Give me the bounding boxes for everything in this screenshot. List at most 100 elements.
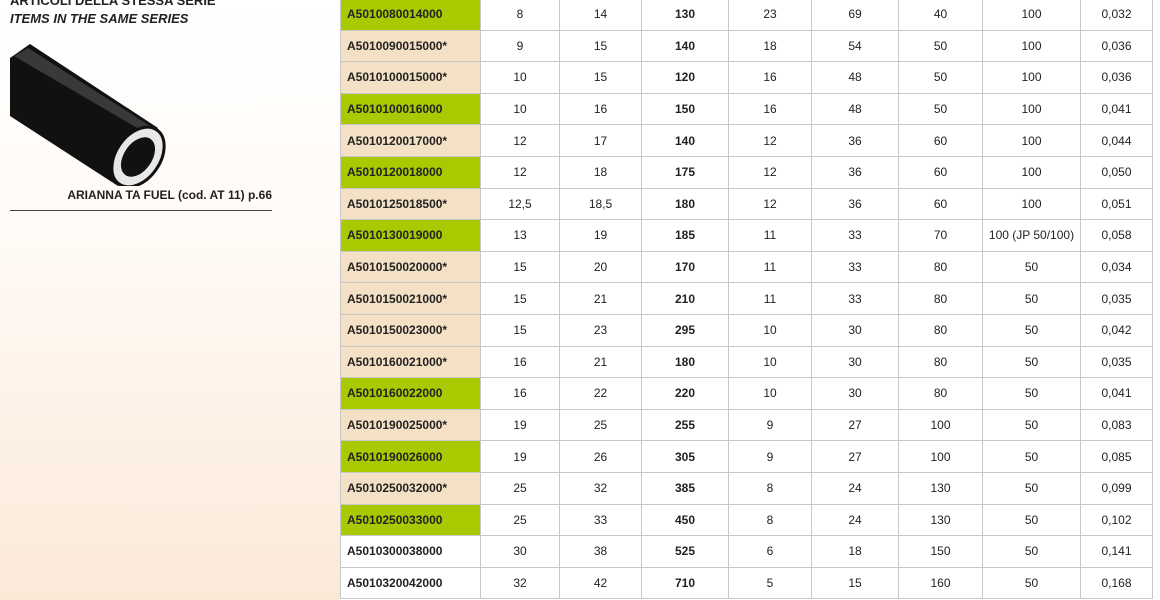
table-cell: 10: [480, 61, 560, 94]
table-cell: 20: [559, 250, 642, 284]
table-cell: 100: [898, 408, 983, 442]
table-cell: 9: [480, 29, 560, 63]
table-cell: 36: [811, 155, 899, 189]
table-cell: 12: [480, 124, 560, 157]
table-cell: 185: [641, 219, 729, 252]
table-cell: 180: [641, 345, 729, 379]
table-cell: 100: [982, 124, 1081, 157]
table-cell: 80: [898, 313, 983, 347]
table-cell: 10: [728, 377, 812, 410]
table-cell: 0,034: [1080, 250, 1153, 284]
table-cell: 710: [641, 566, 729, 600]
table-cell: 54: [811, 29, 899, 63]
table-cell: 33: [811, 219, 899, 252]
table-cell: 140: [641, 124, 729, 157]
table-cell: 36: [811, 124, 899, 157]
code-cell: A5010150023000*: [340, 313, 481, 347]
table-cell: 210: [641, 282, 729, 315]
table-cell: 11: [728, 282, 812, 315]
table-cell: 32: [559, 471, 642, 505]
table-cell: 6: [728, 535, 812, 568]
table-cell: 0,050: [1080, 155, 1153, 189]
table-cell: 19: [480, 440, 560, 473]
table-cell: 0,042: [1080, 313, 1153, 347]
table-cell: 32: [480, 566, 560, 600]
table-cell: 30: [811, 377, 899, 410]
table-cell: 80: [898, 282, 983, 315]
table-cell: 80: [898, 345, 983, 379]
sidebar: ARTICOLI DELLA STESSA SERIE ITEMS IN THE…: [0, 0, 340, 600]
table-cell: 50: [898, 29, 983, 63]
table-row: A5010150023000* 15 23 295 10 30 80 50 0,042: [340, 313, 1153, 347]
table-cell: 16: [728, 61, 812, 94]
sidebar-subtitle: ITEMS IN THE SAME SERIES: [10, 11, 189, 26]
table-cell: 15: [480, 282, 560, 315]
table-cell: 25: [480, 471, 560, 505]
code-cell: A5010080014000: [340, 0, 481, 31]
table-cell: 130: [641, 0, 729, 31]
table-cell: 0,102: [1080, 503, 1153, 537]
code-cell: A5010160021000*: [340, 345, 481, 379]
table-cell: 170: [641, 250, 729, 284]
code-cell: A5010150021000*: [340, 282, 481, 315]
table-cell: 0,141: [1080, 535, 1153, 568]
code-cell: A5010150020000*: [340, 250, 481, 284]
table-cell: 0,035: [1080, 345, 1153, 379]
table-cell: 50: [982, 345, 1081, 379]
table-row: A5010160022000 16 22 220 10 30 80 50 0,041: [340, 377, 1153, 410]
table-cell: 100 (JP 50/100): [982, 219, 1081, 252]
table-cell: 9: [728, 440, 812, 473]
table-cell: 16: [559, 92, 642, 126]
table-row: A5010160021000* 16 21 180 10 30 80 50 0,035: [340, 345, 1153, 379]
table-cell: 80: [898, 377, 983, 410]
table-cell: 0,035: [1080, 282, 1153, 315]
table-cell: 305: [641, 440, 729, 473]
table-cell: 80: [898, 250, 983, 284]
table-cell: 12: [728, 124, 812, 157]
table-cell: 25: [480, 503, 560, 537]
table-row: A5010120017000* 12 17 140 12 36 60 100 0,044: [340, 124, 1153, 157]
table-cell: 100: [898, 440, 983, 473]
table-cell: 100: [982, 187, 1081, 221]
table-cell: 0,036: [1080, 61, 1153, 94]
table-cell: 10: [728, 345, 812, 379]
table-row: A5010300038000 30 38 525 6 18 150 50 0,141: [340, 535, 1153, 568]
table-cell: 50: [982, 503, 1081, 537]
table-cell: 30: [480, 535, 560, 568]
table-cell: 48: [811, 61, 899, 94]
table-row: A5010120018000 12 18 175 12 36 60 100 0,050: [340, 155, 1153, 189]
table-cell: 15: [559, 61, 642, 94]
table-cell: 0,041: [1080, 377, 1153, 410]
tube-image: [10, 44, 166, 186]
table-cell: 21: [559, 345, 642, 379]
table-cell: 0,044: [1080, 124, 1153, 157]
code-cell: A5010130019000: [340, 219, 481, 252]
table-cell: 21: [559, 282, 642, 315]
table-row: A5010190025000* 19 25 255 9 27 100 50 0,083: [340, 408, 1153, 442]
table-cell: 0,168: [1080, 566, 1153, 600]
table-cell: 50: [982, 313, 1081, 347]
table-cell: 100: [982, 92, 1081, 126]
caption: ARIANNA TA FUEL (cod. AT 11) p.66: [10, 188, 272, 211]
table-cell: 12,5: [480, 187, 560, 221]
table-cell: 18,5: [559, 187, 642, 221]
table-cell: 0,099: [1080, 471, 1153, 505]
table-cell: 12: [480, 155, 560, 189]
table-cell: 16: [480, 377, 560, 410]
table-cell: 0,032: [1080, 0, 1153, 31]
table-cell: 15: [559, 29, 642, 63]
table-cell: 18: [728, 29, 812, 63]
table-row: A5010150021000* 15 21 210 11 33 80 50 0,035: [340, 282, 1153, 315]
table-cell: 50: [982, 408, 1081, 442]
table-cell: 295: [641, 313, 729, 347]
table-cell: 385: [641, 471, 729, 505]
table-cell: 50: [982, 566, 1081, 600]
table-row: A5010100015000* 10 15 120 16 48 50 100 0,036: [340, 61, 1153, 94]
code-cell: A5010125018500*: [340, 187, 481, 221]
table-cell: 23: [728, 0, 812, 31]
table-cell: 30: [811, 313, 899, 347]
table-cell: 60: [898, 155, 983, 189]
table-cell: 50: [982, 250, 1081, 284]
table-row: A5010250033000 25 33 450 8 24 130 50 0,102: [340, 503, 1153, 537]
